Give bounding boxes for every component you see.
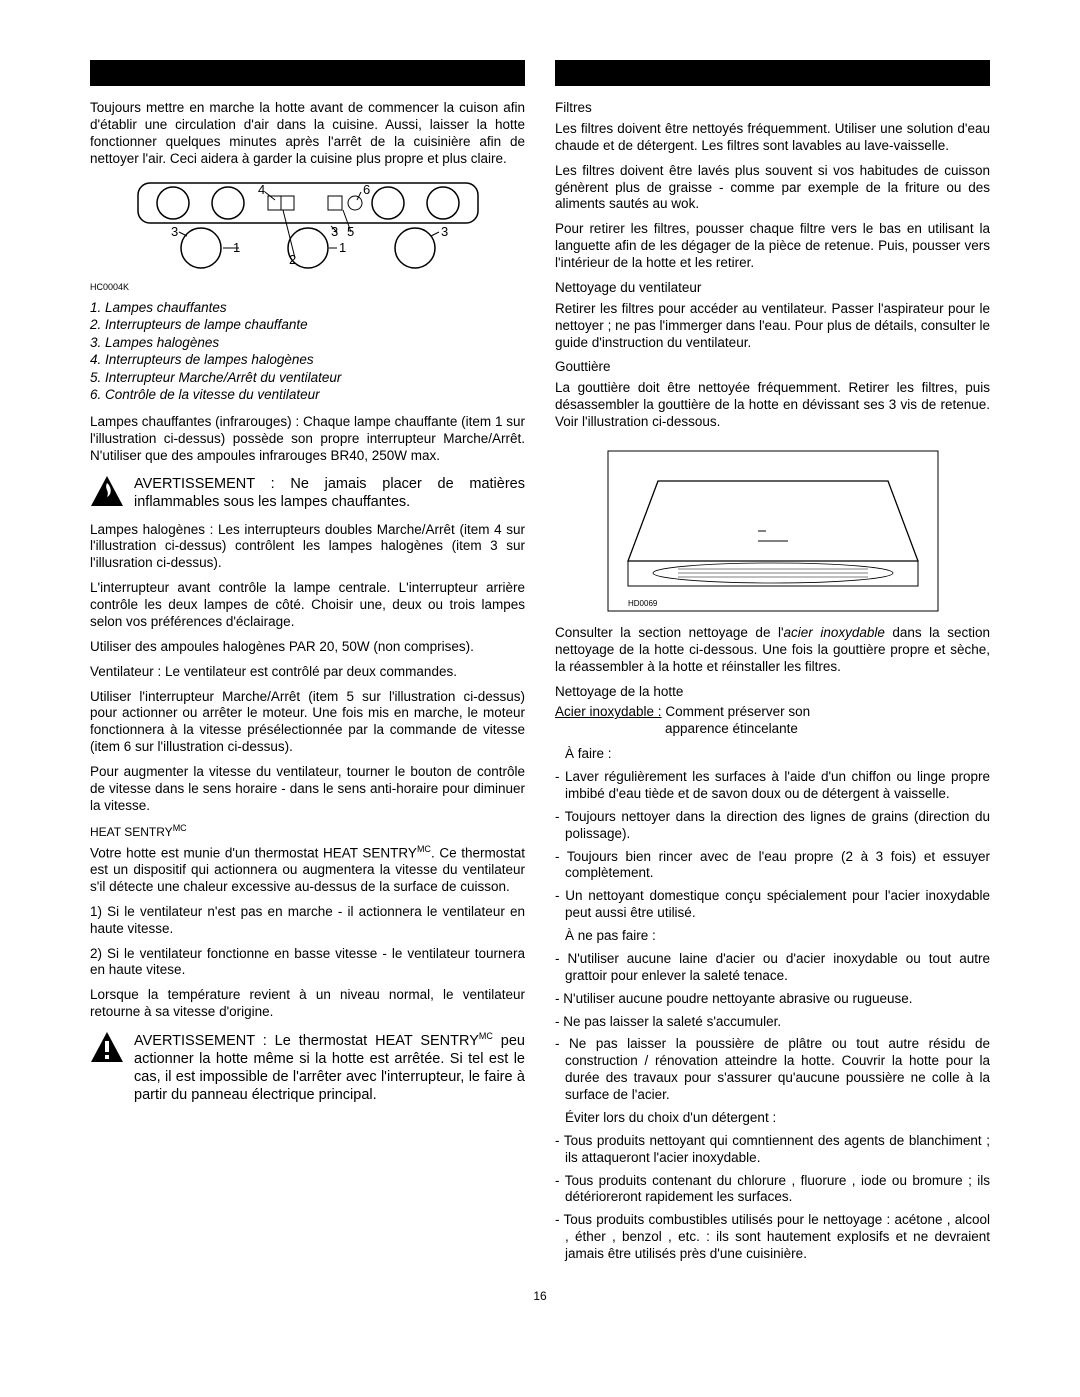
left-column: Toujours mettre en marche la hotte avant… xyxy=(90,60,525,1269)
svg-text:HD0069: HD0069 xyxy=(628,599,658,608)
hood-diagram: HD0069 xyxy=(555,441,990,621)
eviter-label: Éviter lors du choix d'un détergent : xyxy=(555,1110,990,1127)
gouttiere-label: Gouttière xyxy=(555,359,990,376)
ventilateur-p3: Pour augmenter la vitesse du ventilateur… xyxy=(90,764,525,815)
nett-vent-p1: Retirer les filtres pour accéder au vent… xyxy=(555,301,990,352)
heat-p4: Lorsque la température revient à un nive… xyxy=(90,987,525,1021)
heat-p2: 1) Si le ventilateur n'est pas en marche… xyxy=(90,904,525,938)
nettoyage-ventilateur-label: Nettoyage du ventilateur xyxy=(555,280,990,297)
control-panel-diagram: 4 6 3 3 5 3 1 2 1 xyxy=(90,178,525,278)
svg-text:2: 2 xyxy=(289,252,296,267)
diagram-legend: 1. Lampes chauffantes 2. Interrupteurs d… xyxy=(90,299,525,404)
ventilateur-p1: Ventilateur : Le ventilateur est contrôl… xyxy=(90,664,525,681)
warning-flame-icon xyxy=(90,475,124,512)
halogene-p3: Utiliser des ampoules halogènes PAR 20, … xyxy=(90,639,525,656)
a-faire-label: À faire : xyxy=(555,746,990,763)
heat-p3: 2) Si le ventilateur fonctionne en basse… xyxy=(90,946,525,980)
diagram1-caption: HC0004K xyxy=(90,282,525,293)
legend-item: 1. Lampes chauffantes xyxy=(90,299,525,317)
intro-paragraph: Toujours mettre en marche la hotte avant… xyxy=(90,100,525,168)
list-item: Tous produits contenant du chlorure , fl… xyxy=(555,1173,990,1207)
legend-item: 2. Interrupteurs de lampe chauffante xyxy=(90,316,525,334)
filtres-p2: Les filtres doivent être lavés plus souv… xyxy=(555,163,990,214)
heat-p1: Votre hotte est munie d'un thermostat HE… xyxy=(90,844,525,896)
left-header xyxy=(90,60,525,86)
list-item: N'utiliser aucune laine d'acier ou d'aci… xyxy=(555,951,990,985)
filtres-p1: Les filtres doivent être nettoyés fréque… xyxy=(555,121,990,155)
gouttiere-p1: La gouttière doit être nettoyée fréquemm… xyxy=(555,380,990,431)
warning-thermostat: AVERTISSEMENT : Le thermostat HEAT SENTR… xyxy=(90,1031,525,1104)
list-item: Ne pas laisser la saleté s'accumuler. xyxy=(555,1014,990,1031)
nettoyage-hotte-label: Nettoyage de la hotte xyxy=(555,684,990,701)
right-column: Filtres Les filtres doivent être nettoyé… xyxy=(555,60,990,1269)
lampes-chauffantes-paragraph: Lampes chauffantes (infrarouges) : Chaqu… xyxy=(90,414,525,465)
warning-thermostat-text: AVERTISSEMENT : Le thermostat HEAT SENTR… xyxy=(134,1031,525,1104)
list-item: Laver régulièrement les surfaces à l'aid… xyxy=(555,769,990,803)
list-item: Ne pas laisser la poussière de plâtre ou… xyxy=(555,1036,990,1104)
svg-text:1: 1 xyxy=(339,240,346,255)
a-faire-list: Laver régulièrement les surfaces à l'aid… xyxy=(555,769,990,922)
acier-inox-heading: Acier inoxydable : Comment préserver son… xyxy=(555,704,990,738)
list-item: Tous produits nettoyant qui comntiennent… xyxy=(555,1133,990,1167)
filtres-label: Filtres xyxy=(555,100,990,117)
warning-exclamation-icon xyxy=(90,1031,124,1068)
gouttiere-p2: Consulter la section nettoyage de l'acie… xyxy=(555,625,990,676)
warning-flammable-text: AVERTISSEMENT : Ne jamais placer de mati… xyxy=(134,475,525,511)
halogene-p2: L'interrupteur avant contrôle la lampe c… xyxy=(90,580,525,631)
ventilateur-p2: Utiliser l'interrupteur Marche/Arrêt (it… xyxy=(90,689,525,757)
page-number: 16 xyxy=(90,1289,990,1304)
legend-item: 3. Lampes halogènes xyxy=(90,334,525,352)
halogene-p1: Lampes halogènes : Les interrupteurs dou… xyxy=(90,522,525,573)
legend-item: 4. Interrupteurs de lampes halogènes xyxy=(90,351,525,369)
ne-pas-faire-label: À ne pas faire : xyxy=(555,928,990,945)
filtres-p3: Pour retirer les filtres, pousser chaque… xyxy=(555,221,990,272)
right-header xyxy=(555,60,990,86)
list-item: N'utiliser aucune poudre nettoyante abra… xyxy=(555,991,990,1008)
list-item: Un nettoyant domestique conçu spécialeme… xyxy=(555,888,990,922)
heat-sentry-label: HEAT SENTRYMC xyxy=(90,823,525,840)
ne-pas-faire-list: N'utiliser aucune laine d'acier ou d'aci… xyxy=(555,951,990,1104)
legend-item: 5. Interrupteur Marche/Arrêt du ventilat… xyxy=(90,369,525,387)
list-item: Toujours nettoyer dans la direction des … xyxy=(555,809,990,843)
legend-item: 6. Contrôle de la vitesse du ventilateur xyxy=(90,386,525,404)
list-item: Tous produits combustibles utilisés pour… xyxy=(555,1212,990,1263)
svg-text:3: 3 xyxy=(171,224,178,239)
svg-text:3: 3 xyxy=(441,224,448,239)
list-item: Toujours bien rincer avec de l'eau propr… xyxy=(555,849,990,883)
warning-flammable: AVERTISSEMENT : Ne jamais placer de mati… xyxy=(90,475,525,512)
svg-text:6: 6 xyxy=(363,182,370,197)
svg-text:4: 4 xyxy=(258,182,265,197)
eviter-list: Tous produits nettoyant qui comntiennent… xyxy=(555,1133,990,1263)
